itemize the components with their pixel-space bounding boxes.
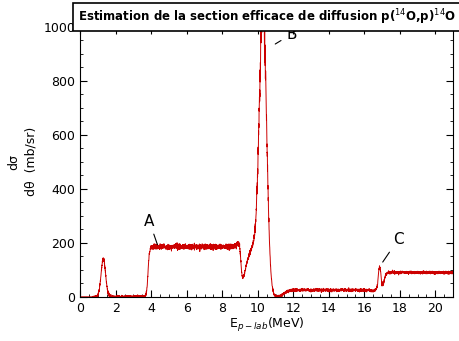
Text: C: C	[382, 232, 403, 262]
X-axis label: E$_{p-lab}$(MeV): E$_{p-lab}$(MeV)	[228, 316, 304, 334]
Title: Estimation de la section efficace de diffusion p($^{14}$O,p)$^{14}$O: Estimation de la section efficace de dif…	[78, 7, 455, 27]
Text: B: B	[274, 27, 296, 44]
Text: A: A	[144, 214, 157, 245]
Y-axis label: dσ
dθ  (mb/sr): dσ dθ (mb/sr)	[7, 127, 38, 196]
